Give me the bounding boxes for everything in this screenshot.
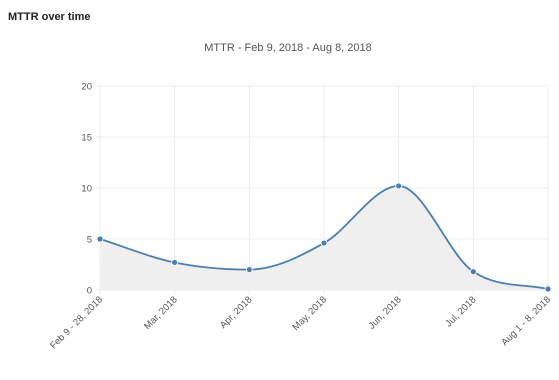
x-tick-label: Aug 1 - 8, 2018 (499, 294, 553, 348)
x-tick-label: Mar, 2018 (142, 294, 180, 332)
data-point (320, 239, 328, 247)
x-tick-labels: Feb 9 - 28, 2018 Mar, 2018 Apr, 2018 May, 2… (48, 294, 553, 351)
section-title: MTTR over time (8, 11, 91, 23)
data-point (171, 259, 179, 266)
y-tick-label: 20 (81, 82, 92, 93)
x-tick-label: Jun, 2018 (366, 294, 403, 331)
data-point (469, 268, 477, 276)
y-tick-label: 10 (81, 184, 92, 195)
data-point (395, 182, 403, 190)
y-tick-label: 15 (81, 133, 92, 144)
chart-title: MTTR - Feb 9, 2018 - Aug 8, 2018 (204, 42, 372, 54)
x-tick-label: May, 2018 (290, 294, 329, 333)
y-tick-labels: 0 5 10 15 20 (81, 82, 92, 297)
y-tick-label: 5 (87, 235, 92, 246)
data-points (96, 182, 552, 293)
x-tick-label: Feb 9 - 28, 2018 (48, 294, 105, 351)
data-point (96, 235, 104, 243)
x-tick-label: Jul, 2018 (443, 294, 478, 329)
data-point (245, 266, 253, 274)
area-fill (100, 185, 548, 290)
x-tick-label: Apr, 2018 (218, 294, 255, 331)
data-point (544, 285, 552, 293)
y-tick-label: 0 (87, 286, 92, 297)
